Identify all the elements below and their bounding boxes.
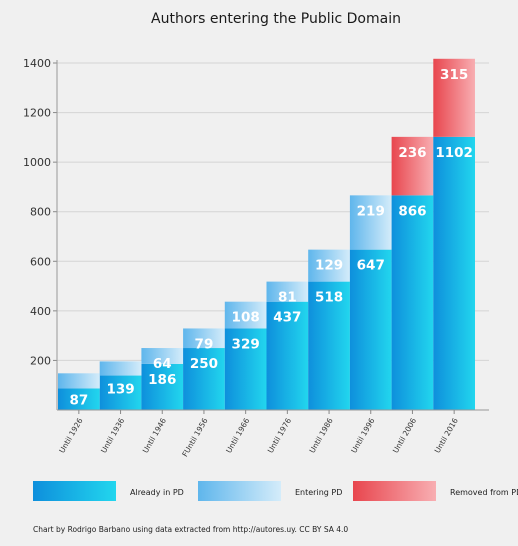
legend-label-removed: Removed from PD <box>450 488 518 497</box>
legend-swatch-already <box>33 481 116 501</box>
y-tick-label: 600 <box>30 255 51 268</box>
x-tick-label: Until 2006 <box>391 416 418 454</box>
legend-label-already: Already in PD <box>130 488 184 497</box>
data-label: 64 <box>153 356 172 372</box>
y-tick-label: 400 <box>30 305 51 318</box>
bar-entering-pd <box>308 249 350 282</box>
data-label: 250 <box>190 356 218 372</box>
x-tick-label: FUntil 1956 <box>180 416 209 458</box>
bar-entering-pd <box>349 195 392 250</box>
data-label: 329 <box>232 336 260 352</box>
legend-swatch-removed <box>353 481 436 501</box>
bar-already-in-pd <box>266 301 309 410</box>
data-label: 315 <box>440 67 468 83</box>
y-tick-label: 800 <box>30 206 51 219</box>
bar-entering-pd <box>58 373 100 389</box>
x-tick-label: Until 1936 <box>99 416 126 454</box>
data-label: 186 <box>148 372 176 388</box>
bar-entering-pd <box>224 301 267 329</box>
bar-entering-pd <box>183 328 225 349</box>
y-tick-label: 1400 <box>23 57 51 70</box>
y-tick-label: 1000 <box>23 156 51 169</box>
y-tick-label: 1200 <box>23 107 51 120</box>
data-label: 79 <box>195 336 214 352</box>
x-tick-label: Until 1976 <box>266 416 293 454</box>
data-label: 518 <box>315 290 343 306</box>
chart-title: Authors entering the Public Domain <box>151 11 401 27</box>
x-tick-label: Until 1926 <box>57 416 84 454</box>
data-label: 81 <box>278 290 297 306</box>
bar-already-in-pd <box>349 249 392 410</box>
gridlines <box>57 62 489 361</box>
data-label: 1102 <box>435 145 473 161</box>
bar-entering-pd <box>266 281 309 302</box>
bar-already-in-pd <box>141 363 184 410</box>
data-label: 437 <box>273 310 301 326</box>
x-tick-label: Until 2016 <box>433 416 460 454</box>
y-axis: 200 400 600 800 1000 1200 1400 <box>23 57 58 410</box>
bar-entering-pd <box>141 348 184 364</box>
legend-label-entering: Entering PD <box>295 488 342 497</box>
bar-already-in-pd <box>391 195 434 410</box>
data-label: 219 <box>357 203 385 219</box>
y-tick-label: 200 <box>30 354 51 367</box>
x-axis: Until 1926 Until 1936 Until 1946 FUntil 195… <box>57 409 489 458</box>
bar-already-in-pd <box>224 328 267 410</box>
x-tick-label: Until 1966 <box>224 416 251 454</box>
data-label: 866 <box>398 203 426 219</box>
bar-already-in-pd <box>308 281 350 410</box>
legend-swatch-entering <box>198 481 281 501</box>
bar-already-in-pd <box>433 136 475 410</box>
data-label: 87 <box>69 392 88 408</box>
data-label: 139 <box>106 382 134 398</box>
legend: Already in PD Entering PD Removed from P… <box>33 481 518 501</box>
data-label: 108 <box>232 310 260 326</box>
data-label: 236 <box>398 145 426 161</box>
bar-removed-from-pd <box>433 58 475 137</box>
bar-already-in-pd <box>183 348 225 410</box>
bar-removed-from-pd <box>391 136 434 196</box>
bar-entering-pd <box>99 361 142 376</box>
chart-credit: Chart by Rodrigo Barbano using data extr… <box>33 525 349 534</box>
bar-already-in-pd <box>58 388 100 410</box>
data-label: 647 <box>357 258 385 274</box>
x-tick-label: Until 1986 <box>308 416 335 454</box>
bar-already-in-pd <box>99 375 142 410</box>
x-tick-label: Until 1946 <box>141 416 168 454</box>
data-label: 129 <box>315 258 343 274</box>
x-tick-label: Until 1996 <box>349 416 376 454</box>
